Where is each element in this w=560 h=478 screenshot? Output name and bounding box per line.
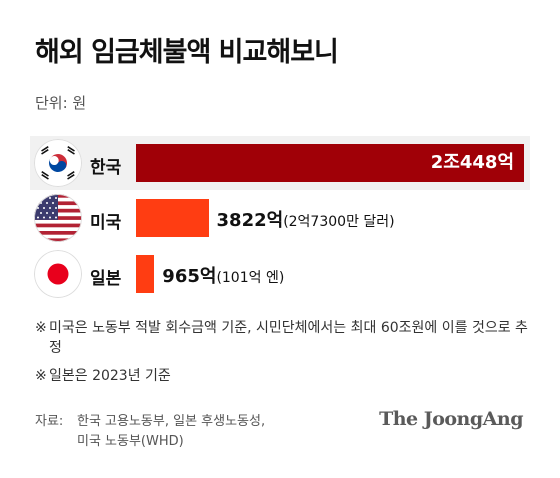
value-label-usa: 3822억(2억7300만 달러) xyxy=(217,206,395,232)
korea-flag-icon xyxy=(34,139,82,187)
footnote-text: 미국은 노동부 적발 회수금액 기준, 시민단체에서는 최대 60조원에 이를 … xyxy=(49,320,528,356)
source-line-1: 자료: 한국 고용노동부, 일본 후생노동성, xyxy=(35,412,265,432)
japan-flag-icon xyxy=(34,250,82,298)
footnote-text: 일본은 2023년 기준 xyxy=(49,368,171,384)
source-text-1: 한국 고용노동부, 일본 후생노동성, xyxy=(77,414,266,429)
country-label-japan: 일본 xyxy=(90,269,122,289)
bar-korea: 2조448억 xyxy=(136,144,524,182)
value-label-japan: 965억(101억 엔) xyxy=(162,262,284,288)
value-japan-note: (101억 엔) xyxy=(216,270,285,286)
value-japan-main: 965억 xyxy=(162,266,217,287)
country-label-korea: 한국 xyxy=(90,158,122,178)
chart-title: 해외 임금체불액 비교해보니 xyxy=(35,37,339,68)
source-line-2: 미국 노동부(WHD) xyxy=(77,434,184,449)
usa-flag-icon xyxy=(34,194,82,242)
bar-usa xyxy=(136,199,209,237)
publisher-logo: The JoongAng xyxy=(379,408,523,430)
unit-label: 단위: 원 xyxy=(35,94,87,112)
footnote-1: ※ 미국은 노동부 적발 회수금액 기준, 시민단체에서는 최대 60조원에 이… xyxy=(35,318,535,358)
footnotes: ※ 미국은 노동부 적발 회수금액 기준, 시민단체에서는 최대 60조원에 이… xyxy=(35,318,535,394)
country-label-usa: 미국 xyxy=(90,213,122,233)
source-note: 자료: 한국 고용노동부, 일본 후생노동성, 미국 노동부(WHD) xyxy=(35,412,265,452)
value-usa-main: 3822억 xyxy=(216,210,284,231)
bar-chart: 한국 2조448억 xyxy=(30,136,530,306)
source-label: 자료: xyxy=(35,414,64,429)
footnote-2: ※ 일본은 2023년 기준 xyxy=(35,366,535,386)
bar-japan xyxy=(136,255,155,293)
value-usa-note: (2억7300만 달러) xyxy=(283,214,395,230)
footnote-mark: ※ xyxy=(35,320,47,336)
value-label-korea: 2조448억 xyxy=(430,152,514,173)
footnote-mark: ※ xyxy=(35,368,47,384)
